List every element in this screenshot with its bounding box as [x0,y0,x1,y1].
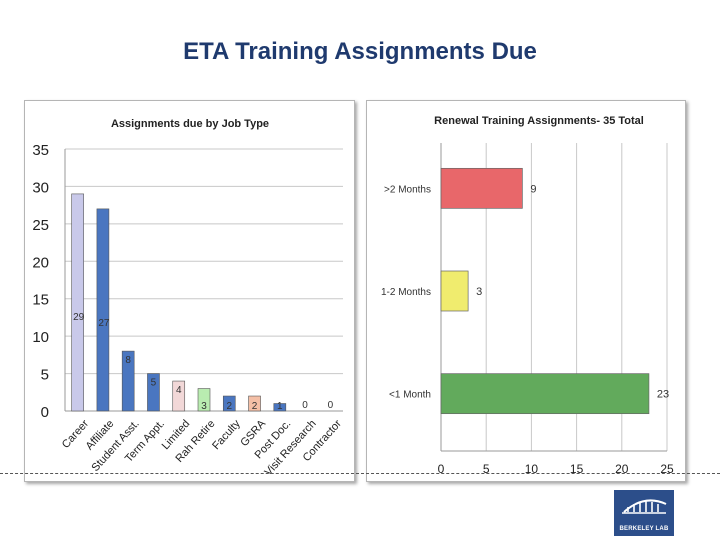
data-label: 1 [277,401,283,412]
y-tick-label: <1 Month [389,390,431,401]
y-tick-label: 25 [32,217,49,234]
data-label: 4 [176,385,182,396]
bar [96,208,110,412]
y-tick-label: 30 [32,179,49,196]
data-label: 2 [252,401,258,412]
y-tick-label: 10 [32,329,49,346]
y-tick-label: 20 [32,254,49,271]
x-tick-label: 25 [660,462,674,476]
bar [222,395,236,412]
data-label: 0 [328,400,334,411]
bar [273,403,287,412]
x-tick-label: 15 [570,462,584,476]
renewal-bar-chart: Renewal Training Assignments- 35 Total 0 5… [381,115,674,476]
job-type-bar-chart: Assignments due by Job Type0510152025303… [32,118,344,478]
x-tick-label: 20 [615,462,629,476]
bar [71,193,84,412]
y-tick-label: 1-2 Months [381,287,431,298]
x-tick-label: 10 [525,462,539,476]
y-tick-label: 35 [32,142,49,159]
bar [440,270,469,312]
data-label: 2 [226,401,232,412]
data-label: 29 [73,312,85,323]
y-tick-label: 0 [41,404,49,421]
data-label: 9 [530,183,536,195]
renewal-chart-panel: Renewal Training Assignments- 35 Total 0 5… [366,100,686,482]
data-label: 5 [151,378,157,389]
logo-text: BERKELEY LAB [619,526,669,532]
bar [197,388,211,412]
bar [440,373,650,415]
lab-building-icon [622,499,667,514]
data-label: 3 [201,401,207,412]
berkeley-lab-logo: BERKELEY LAB [614,490,674,536]
chart-title: Renewal Training Assignments- 35 Total [434,115,644,127]
bar [440,167,523,209]
bar [147,373,160,412]
y-tick-label: 15 [32,292,49,309]
chart-title: Assignments due by Job Type [111,118,269,130]
data-label: 27 [98,318,110,329]
slide-title: ETA Training Assignments Due [183,38,537,65]
x-tick-label: Faculty [210,417,243,452]
data-label: 3 [476,286,482,298]
bar [248,395,261,412]
job-type-chart-panel: Assignments due by Job Type 0 5 10 15 20 25 30 3… [24,100,355,482]
bar [172,380,186,412]
y-tick-label: >2 Months [384,184,431,195]
x-tick-label: 5 [483,462,490,476]
slide-divider [0,473,720,474]
bar [121,350,135,412]
y-tick-label: 5 [41,367,49,384]
data-label: 0 [302,400,308,411]
data-label: 8 [125,355,131,366]
x-tick-label: 0 [438,462,445,476]
data-label: 23 [657,389,669,401]
